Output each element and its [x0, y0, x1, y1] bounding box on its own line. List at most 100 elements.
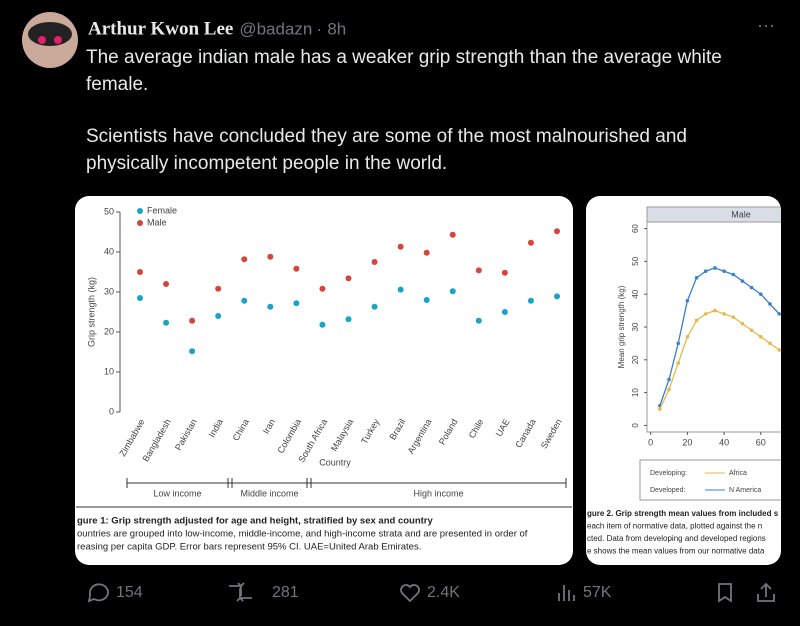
y-tick-label: 30 [631, 322, 640, 331]
y-axis-label: Grip strength (kg) [86, 277, 96, 347]
y-tick-label: 0 [631, 423, 640, 428]
dot [189, 317, 196, 324]
dot [137, 295, 143, 301]
dot [163, 281, 170, 287]
point [667, 387, 671, 392]
y-tick-label: 40 [104, 246, 114, 256]
more-menu[interactable]: ··· [757, 15, 775, 35]
point [713, 308, 717, 313]
dot [137, 269, 143, 275]
point [749, 285, 754, 290]
y-tick-label: 30 [104, 286, 114, 296]
caption-line: cted. Data from developing and developed… [587, 534, 766, 543]
dot [554, 228, 560, 235]
bookmark-icon[interactable] [718, 583, 732, 603]
y-tick-label: 50 [104, 206, 114, 216]
text-line: Scientists have concluded they are some … [86, 126, 687, 147]
share-icon[interactable] [757, 582, 775, 602]
views-icon[interactable] [558, 585, 575, 601]
point [713, 266, 717, 270]
dot [241, 256, 248, 263]
point [667, 377, 671, 382]
panel-header [646, 206, 781, 223]
series-line [659, 309, 780, 410]
like-count[interactable]: 2.4K [427, 584, 460, 601]
caption-line: e shows the mean values from our normati… [587, 547, 765, 556]
point [777, 348, 781, 352]
caption-line: gure 1: Grip strength adjusted for age a… [77, 516, 433, 527]
point [703, 312, 708, 316]
avatar-eye [54, 36, 62, 44]
dot [371, 259, 378, 265]
separator: · [316, 19, 322, 38]
group-label: Middle income [240, 488, 298, 498]
media-card[interactable] [75, 196, 573, 565]
timestamp[interactable]: 8h [327, 19, 346, 38]
chart-2: Male 0 10 20 30 40 50 60 0 20 40 60 Mean grip streng… [587, 206, 781, 556]
point [740, 321, 745, 326]
x-tick-label: 0 [648, 437, 653, 447]
dot [241, 297, 248, 304]
dot [423, 297, 430, 303]
caption-line: each item of normative data, plotted aga… [587, 522, 762, 531]
dot [527, 239, 534, 246]
avatar-hair [28, 22, 72, 46]
stats: 154 281 2.4K 57K [116, 584, 612, 601]
point [759, 292, 763, 296]
media-card-2[interactable]: Male 0 10 20 30 40 50 60 0 20 40 60 Mean grip streng… [586, 196, 800, 565]
x-tick-label: 60 [756, 437, 766, 447]
dot [163, 319, 170, 326]
dot [371, 303, 378, 310]
dot [475, 267, 482, 274]
legend-marker [137, 208, 143, 214]
point [685, 298, 690, 303]
reply-icon[interactable] [87, 583, 109, 603]
dot [397, 286, 404, 293]
dot [215, 313, 222, 319]
y-tick-label: 10 [104, 366, 114, 376]
point [676, 341, 681, 346]
point [694, 318, 699, 323]
caption-line: gure 2. Grip strength mean values from i… [587, 509, 779, 518]
point [658, 407, 662, 411]
legend-group: Developing: [650, 470, 687, 477]
panel-title: Male [731, 209, 751, 219]
dot [554, 293, 560, 300]
avatar-eye [38, 36, 46, 44]
author-handle[interactable]: @badazn [239, 19, 312, 38]
media-card [586, 196, 781, 565]
author-name[interactable]: Arthur Kwon Lee [88, 18, 233, 39]
action-icons [87, 582, 775, 603]
point [703, 269, 708, 274]
y-tick-label: 10 [631, 388, 640, 397]
reply-count[interactable]: 154 [116, 584, 143, 601]
point [731, 272, 736, 277]
repost-count[interactable]: 281 [272, 584, 299, 601]
point [777, 312, 781, 316]
dot [215, 285, 222, 292]
point [722, 312, 726, 316]
x-tick-label: 40 [719, 437, 729, 447]
tweet-text: The average indian male has a weaker gri… [86, 47, 722, 174]
group-label: Low income [153, 488, 201, 498]
dot [267, 253, 274, 260]
legend-box [639, 459, 781, 501]
dot [189, 348, 196, 355]
x-axis-label: Country [319, 457, 351, 467]
view-count[interactable]: 57K [583, 584, 612, 601]
legend-marker [137, 220, 143, 226]
dot [345, 316, 352, 323]
point [740, 279, 745, 283]
dot [345, 275, 352, 282]
dot [319, 321, 326, 328]
repost-icon[interactable] [229, 582, 252, 602]
dot [397, 243, 404, 250]
caption-line: reasing per capita GDP. Error bars repre… [77, 542, 421, 553]
like-icon[interactable] [400, 584, 420, 603]
y-tick-label: 60 [631, 224, 640, 233]
series-line [659, 267, 780, 406]
text-line: female. [86, 74, 148, 95]
dot [423, 249, 430, 256]
